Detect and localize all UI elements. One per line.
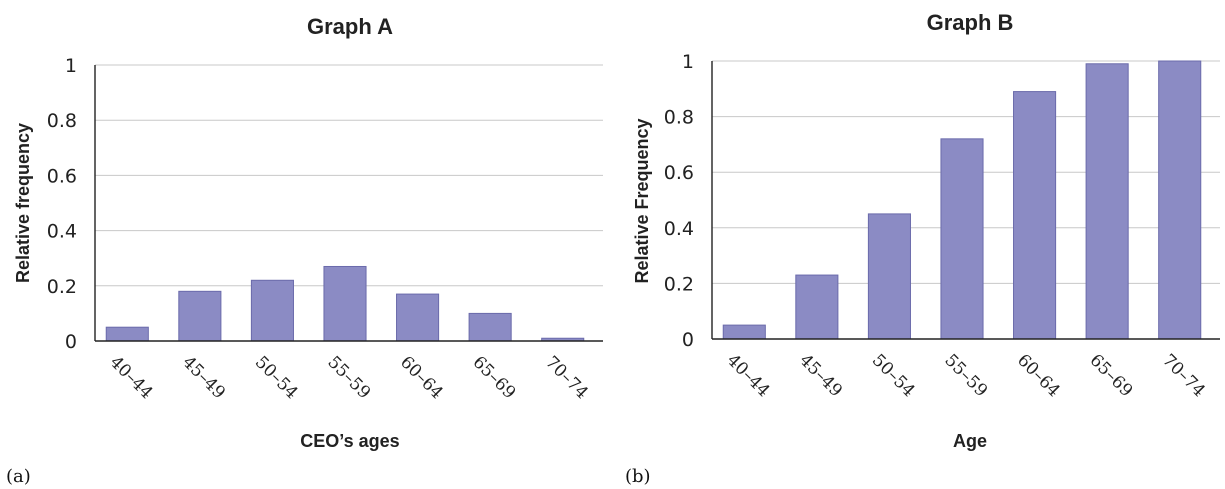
bar-60–64	[396, 293, 440, 342]
chart-a-y-tick-labels: 0 0.2 0.4 0.6 0.8 1	[47, 55, 77, 353]
y-tick-label: 1	[682, 51, 694, 73]
y-tick-label: 0.4	[664, 218, 694, 240]
x-tick-label: 40–44	[723, 350, 774, 401]
chart-b-x-tick-labels: 40–44 45–49 50–54 55–59 60–64 65–69 70–74	[723, 350, 1209, 401]
bar-70–74	[1158, 60, 1202, 340]
x-tick-label: 65–69	[469, 352, 520, 403]
bar-55–59	[940, 138, 984, 340]
y-tick-label: 0.8	[664, 107, 694, 129]
chart-a-bars	[105, 265, 585, 342]
x-tick-label: 70–74	[1158, 350, 1209, 401]
x-tick-label: 40–44	[106, 352, 157, 403]
x-tick-label: 60–64	[396, 352, 447, 403]
bar-50–54	[867, 213, 911, 340]
y-tick-label: 1	[65, 55, 77, 77]
y-tick-label: 0.4	[47, 221, 77, 243]
chart-a: Graph A Relative frequency CEO’s ages (a…	[6, 14, 603, 487]
chart-a-panel-label: (a)	[6, 466, 31, 487]
bar-40–44	[105, 326, 149, 342]
chart-a-y-axis-label: Relative frequency	[13, 123, 33, 283]
bar-55–59	[323, 265, 367, 342]
x-tick-label: 45–49	[795, 350, 846, 401]
bar-45–49	[795, 274, 839, 340]
chart-b-panel-label: (b)	[625, 466, 651, 487]
bar-65–69	[468, 312, 512, 342]
bar-40–44	[722, 324, 766, 340]
y-tick-label: 0	[65, 331, 77, 353]
y-tick-label: 0	[682, 329, 694, 351]
y-tick-label: 0.8	[47, 110, 77, 132]
y-tick-label: 0.2	[664, 273, 694, 295]
x-tick-label: 55–59	[323, 352, 374, 403]
chart-b-bars	[722, 60, 1202, 340]
chart-b: Graph B Relative Frequency Age (b) 00.20…	[625, 10, 1220, 487]
chart-b-x-axis-label: Age	[953, 431, 987, 451]
chart-a-x-tick-labels: 40–44 45–49 50–54 55–59 60–64 65–69 70–74	[106, 352, 592, 403]
x-tick-label: 55–59	[940, 350, 991, 401]
x-tick-label: 65–69	[1086, 350, 1137, 401]
x-tick-label: 70–74	[541, 352, 592, 403]
chart-b-title: Graph B	[927, 10, 1014, 35]
y-tick-label: 0.6	[47, 165, 77, 187]
bar-50–54	[250, 279, 294, 342]
y-tick-label: 0.2	[47, 276, 77, 298]
bar-45–49	[178, 290, 222, 342]
x-tick-label: 50–54	[251, 352, 302, 403]
bar-60–64	[1013, 91, 1057, 340]
x-tick-label: 45–49	[178, 352, 229, 403]
chart-b-y-tick-labels: 0 0.2 0.4 0.6 0.8 1	[664, 51, 694, 351]
chart-a-gridlines	[95, 64, 603, 287]
x-tick-label: 60–64	[1013, 350, 1064, 401]
y-tick-label: 0.6	[664, 162, 694, 184]
bar-65–69	[1085, 63, 1129, 340]
chart-a-title: Graph A	[307, 14, 393, 39]
x-tick-label: 50–54	[868, 350, 919, 401]
chart-a-x-axis-label: CEO’s ages	[300, 431, 399, 451]
chart-b-y-axis-label: Relative Frequency	[632, 118, 652, 283]
